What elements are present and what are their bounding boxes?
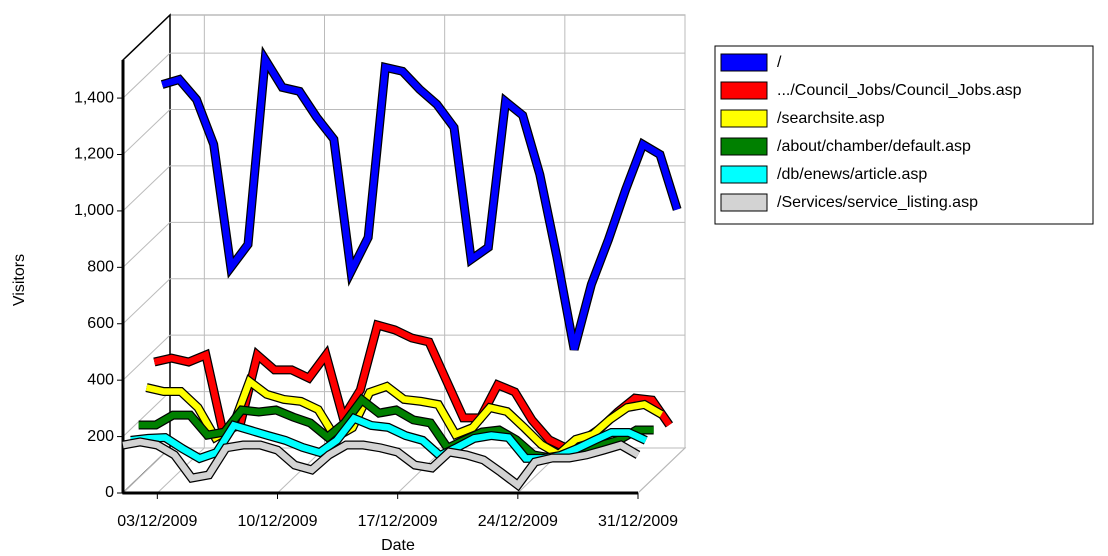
legend-swatch [720,193,768,212]
legend-box [714,45,1094,225]
grid-line [637,447,686,494]
grid-line [122,334,171,381]
legend-swatch [720,53,768,72]
legend-swatch [720,137,768,156]
series-line [122,438,640,490]
grid-line [122,221,171,268]
y-tick-label: 0 [105,484,114,501]
legend-swatch [720,109,768,128]
grid-line [122,278,171,325]
grid-line [122,447,171,494]
y-tick-label: 1,000 [74,202,114,219]
x-axis-label: Date [381,537,415,554]
grid-line [122,165,171,212]
x-tick-label: 24/12/2009 [478,513,558,530]
legend-swatch [720,81,768,100]
grid-line [122,109,171,155]
grid-line [122,391,171,437]
y-tick-label: 1,400 [74,89,114,106]
x-tick-label: 03/12/2009 [117,513,197,530]
y-tick-label: 800 [87,259,114,276]
legend-swatch [720,165,768,184]
legend-label: .../Council_Jobs/Council_Jobs.asp [777,82,1022,99]
x-tick-label: 17/12/2009 [358,513,438,530]
legend-label: / [777,54,782,71]
y-axis-label: Visitors [11,254,28,306]
x-tick-label: 10/12/2009 [237,513,317,530]
legend-label: /db/enews/article.asp [777,166,927,183]
x-tick-label: 31/12/2009 [598,513,678,530]
legend-label: /searchsite.asp [777,110,885,127]
y-tick-label: 1,200 [74,146,114,163]
y-tick-label: 600 [87,315,114,332]
series-line [161,49,681,351]
grid-line [122,52,171,99]
legend-label: /about/chamber/default.asp [777,138,971,155]
y-tick-label: 200 [87,428,114,445]
y-tick-label: 400 [87,371,114,388]
legend-label: /Services/service_listing.asp [777,194,978,211]
